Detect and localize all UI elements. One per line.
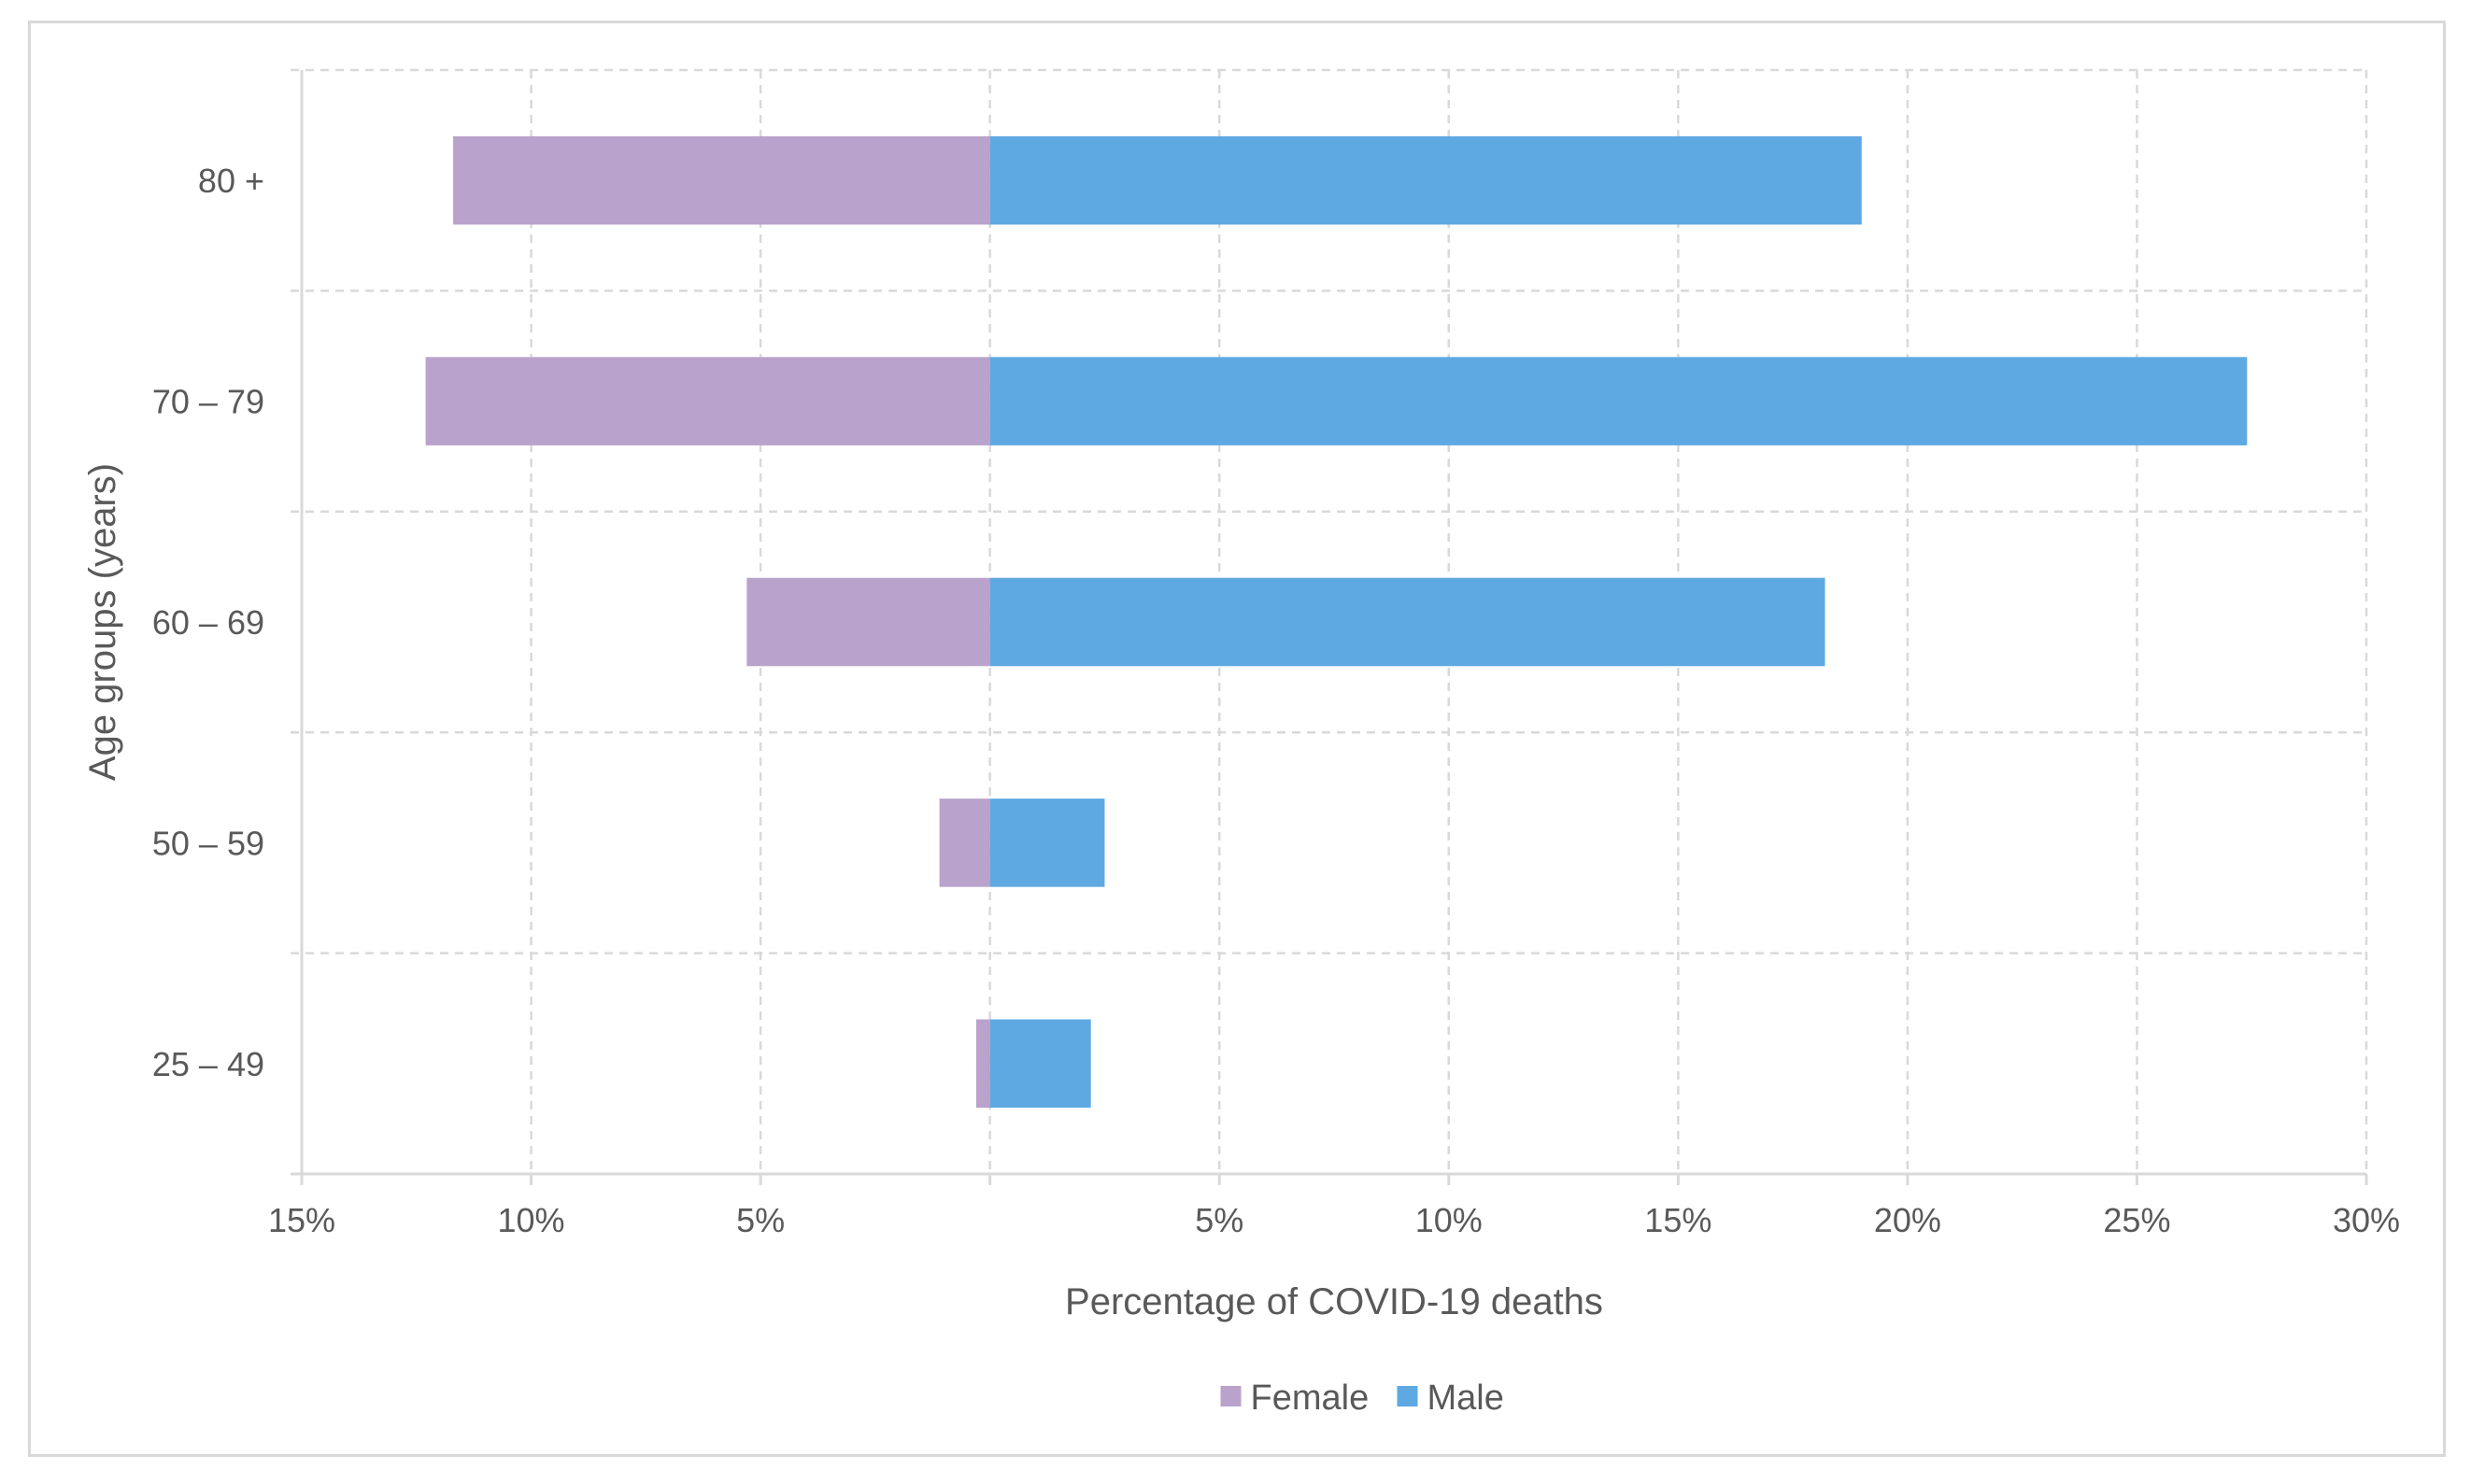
chart-frame: 15% 10% 5% 5% 10% 15% 20% 25% 30% 80 + 70 – 79 60 –… [28, 21, 2446, 1457]
legend-label-male: Male [1427, 1378, 1504, 1418]
legend-swatch-male [1397, 1386, 1418, 1406]
bar-female [975, 1019, 990, 1109]
bar-female [453, 135, 990, 225]
bar-male [989, 135, 1862, 225]
legend-label-female: Female [1251, 1378, 1370, 1418]
x-tick-label: 25% [2103, 1201, 2170, 1239]
x-axis-title: Percentage of COVID-19 deaths [1065, 1281, 1603, 1322]
category-label: 80 + [198, 162, 264, 200]
x-tick-label: 15% [268, 1201, 335, 1239]
x-tick-label: 10% [1415, 1201, 1483, 1239]
legend-swatch-female [1220, 1386, 1242, 1406]
category-label: 60 – 69 [152, 603, 264, 642]
category-label: 50 – 59 [152, 824, 264, 862]
axis-layer [291, 70, 2368, 1185]
grid-layer [291, 68, 2368, 1174]
chart-svg: 15% 10% 5% 5% 10% 15% 20% 25% 30% 80 + 70 – 79 60 –… [82, 68, 2400, 1418]
bar-female [425, 357, 990, 445]
category-label: 70 – 79 [152, 383, 264, 421]
bar-female [939, 799, 990, 887]
bar-male [989, 357, 2248, 445]
bar-male [989, 577, 1825, 667]
bar-male [989, 1019, 1091, 1109]
category-label: 25 – 49 [152, 1045, 264, 1083]
x-tick-label: 10% [498, 1201, 565, 1239]
bar-female [746, 577, 990, 667]
bar-male [989, 799, 1105, 887]
y-axis-title: Age groups (years) [82, 463, 123, 781]
x-tick-label: 15% [1644, 1201, 1711, 1239]
x-tick-label: 5% [736, 1201, 785, 1239]
x-tick-label: 30% [2333, 1201, 2400, 1239]
bars-layer [425, 135, 2248, 1109]
legend: Female Male [1220, 1378, 1504, 1418]
labels-layer: 15% 10% 5% 5% 10% 15% 20% 25% 30% 80 + 70 – 79 60 –… [152, 162, 2400, 1239]
x-tick-label: 20% [1874, 1201, 1941, 1239]
x-tick-label: 5% [1195, 1201, 1243, 1239]
